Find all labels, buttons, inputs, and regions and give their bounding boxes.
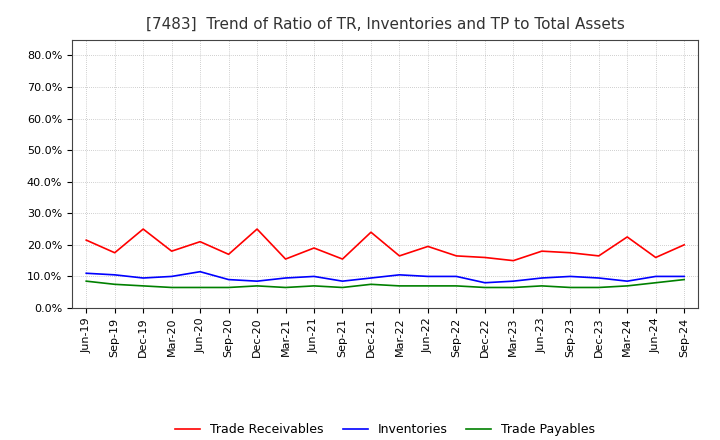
Trade Receivables bbox=[452, 253, 461, 259]
Trade Receivables bbox=[196, 239, 204, 244]
Trade Payables bbox=[110, 282, 119, 287]
Inventories bbox=[366, 275, 375, 281]
Inventories bbox=[595, 275, 603, 281]
Trade Payables bbox=[82, 279, 91, 284]
Trade Payables bbox=[225, 285, 233, 290]
Trade Receivables bbox=[680, 242, 688, 247]
Inventories bbox=[680, 274, 688, 279]
Inventories bbox=[652, 274, 660, 279]
Trade Payables bbox=[509, 285, 518, 290]
Inventories bbox=[282, 275, 290, 281]
Trade Receivables bbox=[110, 250, 119, 255]
Inventories bbox=[338, 279, 347, 284]
Trade Payables bbox=[196, 285, 204, 290]
Trade Payables bbox=[680, 277, 688, 282]
Trade Payables bbox=[310, 283, 318, 289]
Inventories bbox=[196, 269, 204, 274]
Trade Receivables bbox=[225, 252, 233, 257]
Inventories bbox=[167, 274, 176, 279]
Line: Inventories: Inventories bbox=[86, 271, 684, 283]
Trade Receivables bbox=[395, 253, 404, 259]
Trade Receivables bbox=[167, 249, 176, 254]
Trade Receivables bbox=[366, 230, 375, 235]
Trade Payables bbox=[139, 283, 148, 289]
Title: [7483]  Trend of Ratio of TR, Inventories and TP to Total Assets: [7483] Trend of Ratio of TR, Inventories… bbox=[145, 16, 625, 32]
Inventories bbox=[139, 275, 148, 281]
Inventories bbox=[623, 279, 631, 284]
Inventories bbox=[110, 272, 119, 278]
Inventories bbox=[395, 272, 404, 278]
Trade Payables bbox=[395, 283, 404, 289]
Trade Receivables bbox=[139, 227, 148, 232]
Inventories bbox=[566, 274, 575, 279]
Inventories bbox=[423, 274, 432, 279]
Inventories bbox=[310, 274, 318, 279]
Trade Receivables bbox=[423, 244, 432, 249]
Trade Receivables bbox=[480, 255, 489, 260]
Line: Trade Receivables: Trade Receivables bbox=[86, 229, 684, 260]
Trade Receivables bbox=[623, 235, 631, 240]
Inventories bbox=[82, 271, 91, 276]
Trade Receivables bbox=[338, 257, 347, 262]
Trade Payables bbox=[338, 285, 347, 290]
Trade Payables bbox=[366, 282, 375, 287]
Line: Trade Payables: Trade Payables bbox=[86, 279, 684, 287]
Trade Receivables bbox=[509, 258, 518, 263]
Inventories bbox=[509, 279, 518, 284]
Legend: Trade Receivables, Inventories, Trade Payables: Trade Receivables, Inventories, Trade Pa… bbox=[170, 418, 600, 440]
Trade Payables bbox=[480, 285, 489, 290]
Inventories bbox=[480, 280, 489, 286]
Inventories bbox=[537, 275, 546, 281]
Trade Payables bbox=[623, 283, 631, 289]
Trade Payables bbox=[566, 285, 575, 290]
Inventories bbox=[253, 279, 261, 284]
Trade Payables bbox=[452, 283, 461, 289]
Trade Payables bbox=[282, 285, 290, 290]
Trade Receivables bbox=[282, 257, 290, 262]
Trade Receivables bbox=[82, 238, 91, 243]
Trade Payables bbox=[423, 283, 432, 289]
Inventories bbox=[225, 277, 233, 282]
Trade Payables bbox=[537, 283, 546, 289]
Trade Receivables bbox=[652, 255, 660, 260]
Inventories bbox=[452, 274, 461, 279]
Trade Receivables bbox=[566, 250, 575, 255]
Trade Receivables bbox=[253, 227, 261, 232]
Trade Payables bbox=[253, 283, 261, 289]
Trade Receivables bbox=[310, 246, 318, 251]
Trade Payables bbox=[652, 280, 660, 286]
Trade Payables bbox=[167, 285, 176, 290]
Trade Receivables bbox=[537, 249, 546, 254]
Trade Payables bbox=[595, 285, 603, 290]
Trade Receivables bbox=[595, 253, 603, 259]
